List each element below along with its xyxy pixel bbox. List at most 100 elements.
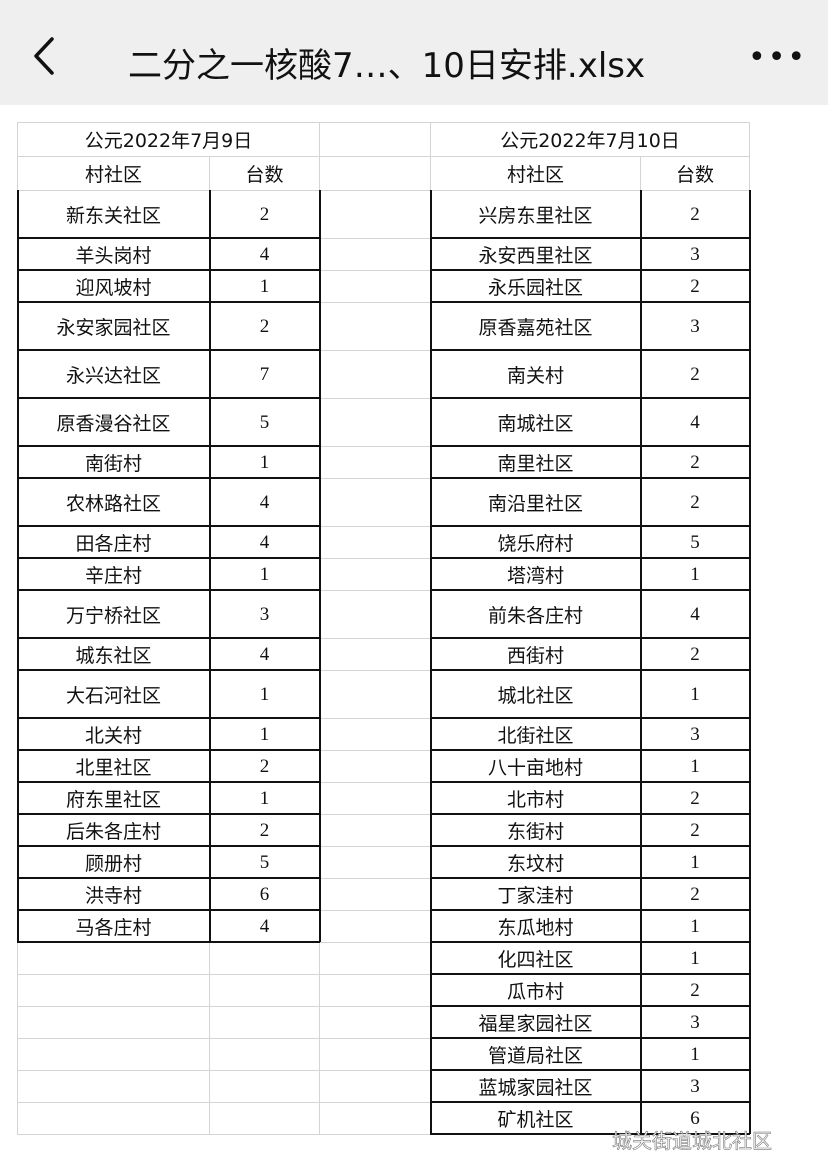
table-cell-count[interactable]: 5 bbox=[640, 526, 750, 559]
empty-cell[interactable] bbox=[209, 1038, 320, 1071]
table-cell-name[interactable]: 西街村 bbox=[430, 638, 641, 671]
table-cell-count[interactable]: 3 bbox=[640, 302, 750, 351]
table-cell-name[interactable]: 府东里社区 bbox=[17, 782, 210, 815]
empty-cell[interactable] bbox=[17, 1038, 210, 1071]
empty-cell[interactable] bbox=[17, 1006, 210, 1039]
empty-cell[interactable] bbox=[319, 558, 431, 591]
table-cell-count[interactable]: 3 bbox=[640, 718, 750, 751]
table-cell-count[interactable]: 1 bbox=[209, 670, 320, 719]
empty-cell[interactable] bbox=[319, 526, 431, 559]
date-header-right[interactable]: 公元2022年7月10日 bbox=[430, 122, 750, 157]
table-cell-name[interactable]: 洪寺村 bbox=[17, 878, 210, 911]
table-cell-name[interactable]: 八十亩地村 bbox=[430, 750, 641, 783]
empty-cell[interactable] bbox=[319, 942, 431, 975]
table-cell-count[interactable]: 1 bbox=[640, 558, 750, 591]
table-cell-name[interactable]: 北关村 bbox=[17, 718, 210, 751]
empty-cell[interactable] bbox=[319, 156, 431, 191]
empty-cell[interactable] bbox=[209, 942, 320, 975]
empty-cell[interactable] bbox=[319, 974, 431, 1007]
empty-cell[interactable] bbox=[17, 974, 210, 1007]
table-cell-count[interactable]: 2 bbox=[640, 974, 750, 1007]
table-cell-count[interactable]: 7 bbox=[209, 350, 320, 399]
table-cell-name[interactable]: 前朱各庄村 bbox=[430, 590, 641, 639]
empty-cell[interactable] bbox=[319, 846, 431, 879]
date-header-left[interactable]: 公元2022年7月9日 bbox=[17, 122, 320, 157]
table-cell-name[interactable]: 新东关社区 bbox=[17, 190, 210, 239]
table-cell-name[interactable]: 农林路社区 bbox=[17, 478, 210, 527]
table-cell-count[interactable]: 6 bbox=[209, 878, 320, 911]
table-cell-name[interactable]: 万宁桥社区 bbox=[17, 590, 210, 639]
table-cell-count[interactable]: 1 bbox=[209, 446, 320, 479]
empty-cell[interactable] bbox=[319, 350, 431, 399]
table-cell-name[interactable]: 原香漫谷社区 bbox=[17, 398, 210, 447]
table-cell-name[interactable]: 城东社区 bbox=[17, 638, 210, 671]
table-cell-name[interactable]: 永乐园社区 bbox=[430, 270, 641, 303]
table-cell-name[interactable]: 矿机社区 bbox=[430, 1102, 641, 1135]
table-cell-count[interactable]: 5 bbox=[209, 846, 320, 879]
table-cell-name[interactable]: 塔湾村 bbox=[430, 558, 641, 591]
empty-cell[interactable] bbox=[319, 398, 431, 447]
table-cell-count[interactable]: 2 bbox=[209, 814, 320, 847]
table-cell-name[interactable]: 田各庄村 bbox=[17, 526, 210, 559]
table-cell-name[interactable]: 迎风坡村 bbox=[17, 270, 210, 303]
table-cell-count[interactable]: 4 bbox=[209, 478, 320, 527]
table-cell-count[interactable]: 1 bbox=[209, 782, 320, 815]
table-cell-count[interactable]: 4 bbox=[640, 590, 750, 639]
table-cell-name[interactable]: 顾册村 bbox=[17, 846, 210, 879]
empty-cell[interactable] bbox=[209, 1070, 320, 1103]
table-cell-count[interactable]: 3 bbox=[209, 590, 320, 639]
table-cell-count[interactable]: 2 bbox=[640, 878, 750, 911]
table-cell-count[interactable]: 1 bbox=[640, 942, 750, 975]
empty-cell[interactable] bbox=[319, 782, 431, 815]
table-cell-count[interactable]: 1 bbox=[209, 558, 320, 591]
table-cell-count[interactable]: 1 bbox=[209, 270, 320, 303]
empty-cell[interactable] bbox=[319, 718, 431, 751]
empty-cell[interactable] bbox=[319, 1038, 431, 1071]
empty-cell[interactable] bbox=[319, 302, 431, 351]
empty-cell[interactable] bbox=[319, 670, 431, 719]
table-cell-count[interactable]: 1 bbox=[640, 1038, 750, 1071]
table-cell-name[interactable]: 蓝城家园社区 bbox=[430, 1070, 641, 1103]
more-options-button[interactable]: ••• bbox=[748, 40, 808, 75]
column-header-count[interactable]: 台数 bbox=[209, 156, 320, 191]
table-cell-count[interactable]: 1 bbox=[640, 750, 750, 783]
table-cell-count[interactable]: 1 bbox=[640, 910, 750, 943]
empty-cell[interactable] bbox=[319, 122, 431, 157]
table-cell-name[interactable]: 南关村 bbox=[430, 350, 641, 399]
empty-cell[interactable] bbox=[319, 1006, 431, 1039]
table-cell-count[interactable]: 3 bbox=[640, 238, 750, 271]
table-cell-count[interactable]: 5 bbox=[209, 398, 320, 447]
empty-cell[interactable] bbox=[209, 1102, 320, 1135]
empty-cell[interactable] bbox=[17, 1102, 210, 1135]
table-cell-name[interactable]: 兴房东里社区 bbox=[430, 190, 641, 239]
table-cell-count[interactable]: 2 bbox=[640, 782, 750, 815]
empty-cell[interactable] bbox=[319, 910, 431, 943]
column-header-name[interactable]: 村社区 bbox=[17, 156, 210, 191]
table-cell-name[interactable]: 南城社区 bbox=[430, 398, 641, 447]
table-cell-count[interactable]: 2 bbox=[640, 478, 750, 527]
empty-cell[interactable] bbox=[319, 478, 431, 527]
column-header-count[interactable]: 台数 bbox=[640, 156, 750, 191]
table-cell-count[interactable]: 2 bbox=[209, 302, 320, 351]
empty-cell[interactable] bbox=[319, 590, 431, 639]
table-cell-count[interactable]: 3 bbox=[640, 1006, 750, 1039]
table-cell-name[interactable]: 北街社区 bbox=[430, 718, 641, 751]
table-cell-count[interactable]: 3 bbox=[640, 1070, 750, 1103]
empty-cell[interactable] bbox=[319, 1102, 431, 1135]
table-cell-count[interactable]: 2 bbox=[640, 814, 750, 847]
table-cell-count[interactable]: 2 bbox=[209, 750, 320, 783]
empty-cell[interactable] bbox=[319, 878, 431, 911]
table-cell-name[interactable]: 南街村 bbox=[17, 446, 210, 479]
table-cell-count[interactable]: 2 bbox=[209, 190, 320, 239]
empty-cell[interactable] bbox=[319, 750, 431, 783]
table-cell-name[interactable]: 城北社区 bbox=[430, 670, 641, 719]
table-cell-name[interactable]: 马各庄村 bbox=[17, 910, 210, 943]
table-cell-name[interactable]: 北里社区 bbox=[17, 750, 210, 783]
empty-cell[interactable] bbox=[209, 1006, 320, 1039]
empty-cell[interactable] bbox=[319, 638, 431, 671]
table-cell-name[interactable]: 瓜市村 bbox=[430, 974, 641, 1007]
table-cell-count[interactable]: 4 bbox=[209, 638, 320, 671]
table-cell-name[interactable]: 东坟村 bbox=[430, 846, 641, 879]
table-cell-count[interactable]: 1 bbox=[209, 718, 320, 751]
empty-cell[interactable] bbox=[209, 974, 320, 1007]
